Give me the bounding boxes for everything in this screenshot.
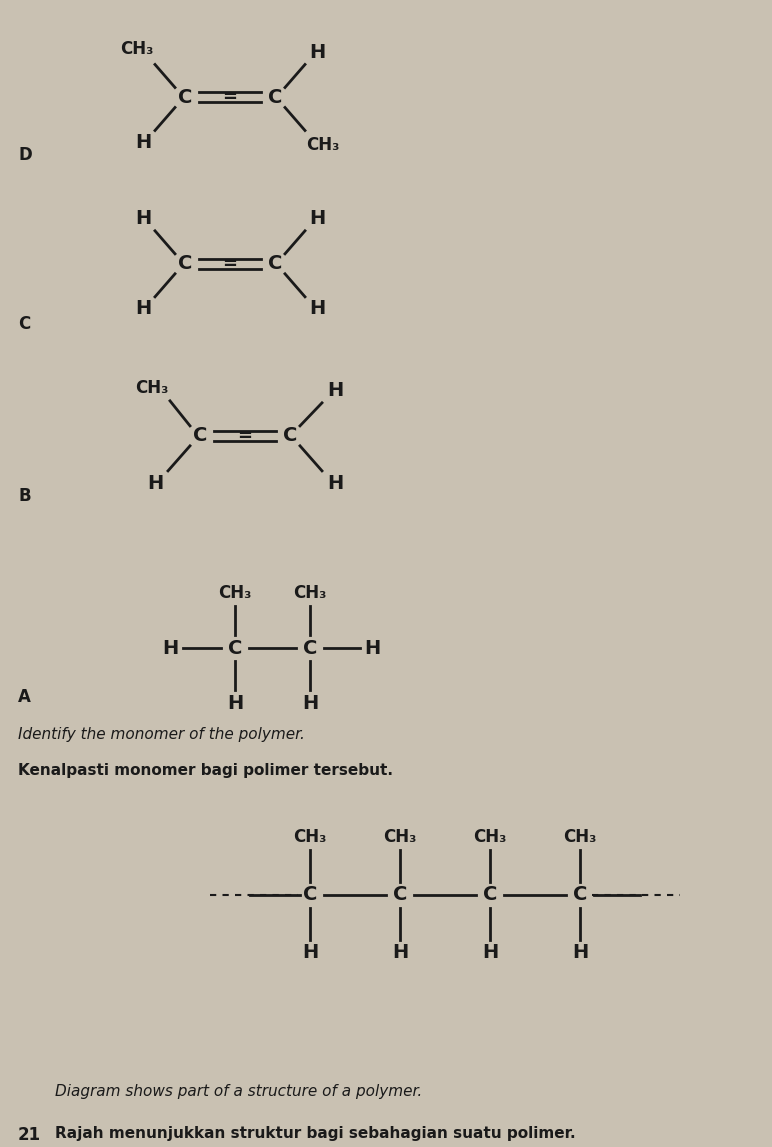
Text: H: H	[135, 209, 151, 228]
Text: H: H	[327, 381, 343, 400]
Text: =: =	[238, 427, 252, 445]
Text: H: H	[227, 694, 243, 712]
Text: C: C	[303, 639, 317, 657]
Text: Diagram shows part of a structure of a polymer.: Diagram shows part of a structure of a p…	[55, 1084, 422, 1099]
Text: H: H	[135, 133, 151, 153]
Text: D: D	[18, 146, 32, 164]
Text: CH₃: CH₃	[135, 379, 169, 397]
Text: C: C	[283, 427, 297, 445]
Text: CH₃: CH₃	[293, 828, 327, 845]
Text: CH₃: CH₃	[218, 584, 252, 602]
Text: C: C	[482, 885, 497, 904]
Text: CH₃: CH₃	[384, 828, 417, 845]
Text: Rajah menunjukkan struktur bagi sebahagian suatu polimer.: Rajah menunjukkan struktur bagi sebahagi…	[55, 1126, 576, 1141]
Text: H: H	[302, 694, 318, 712]
Text: C: C	[303, 885, 317, 904]
Text: CH₃: CH₃	[306, 136, 340, 155]
Text: C: C	[18, 315, 30, 334]
Text: H: H	[135, 299, 151, 319]
Text: H: H	[309, 209, 325, 228]
Text: H: H	[327, 475, 343, 493]
Text: H: H	[482, 943, 498, 962]
Text: C: C	[573, 885, 587, 904]
Text: H: H	[147, 475, 163, 493]
Text: H: H	[392, 943, 408, 962]
Text: CH₃: CH₃	[293, 584, 327, 602]
Text: Kenalpasti monomer bagi polimer tersebut.: Kenalpasti monomer bagi polimer tersebut…	[18, 763, 393, 778]
Text: C: C	[178, 255, 192, 273]
Text: H: H	[572, 943, 588, 962]
Text: C: C	[268, 88, 283, 107]
Text: C: C	[268, 255, 283, 273]
Text: C: C	[393, 885, 407, 904]
Text: =: =	[222, 255, 238, 273]
Text: CH₃: CH₃	[120, 40, 154, 58]
Text: CH₃: CH₃	[564, 828, 597, 845]
Text: H: H	[309, 299, 325, 319]
Text: Identify the monomer of the polymer.: Identify the monomer of the polymer.	[18, 727, 305, 742]
Text: H: H	[364, 639, 380, 657]
Text: H: H	[302, 943, 318, 962]
Text: C: C	[228, 639, 242, 657]
Text: H: H	[309, 42, 325, 62]
Text: =: =	[222, 88, 238, 107]
Text: CH₃: CH₃	[473, 828, 506, 845]
Text: B: B	[18, 487, 31, 506]
Text: 21: 21	[18, 1126, 41, 1145]
Text: H: H	[162, 639, 178, 657]
Text: C: C	[178, 88, 192, 107]
Text: A: A	[18, 688, 31, 707]
Text: C: C	[193, 427, 207, 445]
